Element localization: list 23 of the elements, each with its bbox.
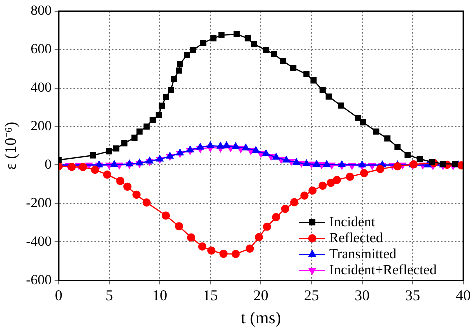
y-axis-title: ε (10⁻⁶) (2, 122, 20, 170)
legend-label: Incident+Reflected (330, 263, 437, 278)
x-axis-title: t (ms) (241, 308, 282, 328)
x-tick-label: 25 (304, 288, 320, 305)
legend-label: Transmitted (330, 247, 397, 262)
y-tick-label: 200 (30, 119, 52, 134)
y-tick-label: 400 (30, 80, 52, 96)
y-tick-label: -600 (26, 273, 52, 288)
x-tick-label: 0 (55, 288, 63, 305)
x-tick-label: 15 (203, 288, 218, 305)
legend-label: Incident (330, 215, 376, 230)
y-tick-label: 0 (44, 158, 52, 173)
x-tick-label: 5 (106, 288, 114, 305)
y-tick-label: -200 (26, 196, 52, 212)
x-tick-label: 40 (456, 288, 471, 305)
x-tick-label: 10 (152, 288, 168, 305)
y-tick-label: 800 (30, 4, 52, 20)
x-tick-label: 35 (405, 288, 420, 305)
x-tick-label: 20 (254, 288, 269, 305)
legend-label: Reflected (330, 231, 384, 246)
y-tick-label: -400 (26, 234, 52, 250)
x-tick-label: 30 (354, 288, 370, 305)
y-tick-label: 600 (30, 42, 52, 58)
